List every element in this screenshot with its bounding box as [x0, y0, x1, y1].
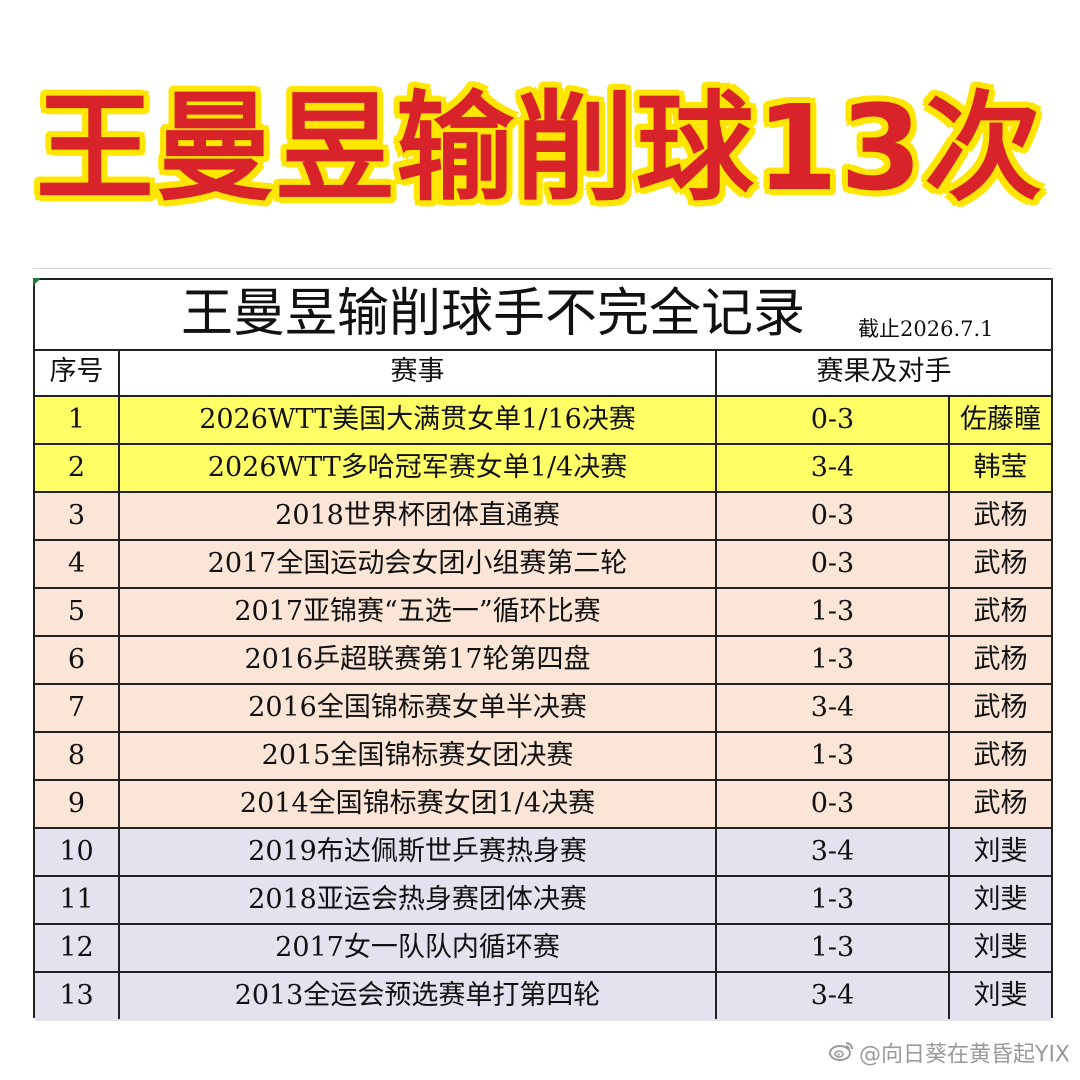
table-row: 5 2017亚锦赛“五选一”循环比赛 1-3 武杨	[35, 589, 1051, 637]
header-result-opponent: 赛果及对手	[816, 356, 952, 387]
row-score: 0-3	[717, 397, 950, 443]
row-no: 8	[35, 733, 120, 779]
row-event: 2026WTT多哈冠军赛女单1/4决赛	[120, 445, 717, 491]
row-event: 2017女一队队内循环赛	[120, 925, 717, 971]
row-event: 2019布达佩斯世乒赛热身赛	[120, 829, 717, 875]
table-row: 8 2015全国锦标赛女团决赛 1-3 武杨	[35, 733, 1051, 781]
headline: 王曼昱输削球13次	[35, 79, 1045, 217]
weibo-icon	[829, 1040, 855, 1071]
row-event: 2016乒超联赛第17轮第四盘	[120, 637, 717, 683]
row-event: 2017亚锦赛“五选一”循环比赛	[120, 589, 717, 635]
row-opponent: 刘斐	[973, 980, 1028, 1011]
record-table: 王曼昱输削球手不完全记录 截止2026.7.1 序号 赛事 赛果及对手 1 202…	[33, 278, 1053, 1021]
row-opponent: 武杨	[973, 500, 1028, 531]
row-opponent: 刘斐	[973, 836, 1028, 867]
table-row: 2 2026WTT多哈冠军赛女单1/4决赛 3-4 韩莹	[35, 445, 1051, 493]
row-score: 1-3	[717, 733, 950, 779]
row-score: 0-3	[717, 781, 950, 827]
row-score: 3-4	[717, 973, 950, 1019]
row-score: 1-3	[717, 637, 950, 683]
table-row: 13 2013全运会预选赛单打第四轮 3-4 刘斐	[35, 973, 1051, 1021]
table-row: 10 2019布达佩斯世乒赛热身赛 3-4 刘斐	[35, 829, 1051, 877]
table-title: 王曼昱输削球手不完全记录	[181, 284, 806, 344]
row-no: 11	[35, 877, 120, 923]
row-score: 1-3	[717, 877, 950, 923]
watermark: @向日葵在黄昏起YIX	[829, 1040, 1070, 1070]
row-score: 1-3	[717, 589, 950, 635]
table-row: 7 2016全国锦标赛女单半决赛 3-4 武杨	[35, 685, 1051, 733]
table-row: 6 2016乒超联赛第17轮第四盘 1-3 武杨	[35, 637, 1051, 685]
row-opponent: 武杨	[973, 644, 1028, 675]
row-no: 9	[35, 781, 120, 827]
table-row: 4 2017全国运动会女团小组赛第二轮 0-3 武杨	[35, 541, 1051, 589]
row-no: 6	[35, 637, 120, 683]
watermark-text: @向日葵在黄昏起YIX	[859, 1042, 1070, 1068]
row-event: 2014全国锦标赛女团1/4决赛	[120, 781, 717, 827]
cutoff-date-note: 截止2026.7.1	[858, 317, 994, 341]
row-opponent: 武杨	[973, 548, 1028, 579]
row-event: 2026WTT美国大满贯女单1/16决赛	[120, 397, 717, 443]
table-row: 1 2026WTT美国大满贯女单1/16决赛 0-3 佐藤瞳	[35, 397, 1051, 445]
table-row: 12 2017女一队队内循环赛 1-3 刘斐	[35, 925, 1051, 973]
row-score: 3-4	[717, 445, 950, 491]
row-event: 2013全运会预选赛单打第四轮	[120, 973, 717, 1019]
row-opponent: 武杨	[973, 788, 1028, 819]
row-no: 4	[35, 541, 120, 587]
sheet-gridline	[33, 268, 1053, 269]
table-title-row: 王曼昱输削球手不完全记录 截止2026.7.1	[35, 280, 1051, 351]
row-score: 0-3	[717, 541, 950, 587]
row-opponent: 武杨	[973, 692, 1028, 723]
row-no: 1	[35, 397, 120, 443]
row-no: 12	[35, 925, 120, 971]
row-opponent: 武杨	[973, 596, 1028, 627]
row-event: 2018亚运会热身赛团体决赛	[120, 877, 717, 923]
row-opponent: 韩莹	[973, 452, 1028, 483]
row-score: 0-3	[717, 493, 950, 539]
row-score: 1-3	[717, 925, 950, 971]
header-no: 序号	[35, 349, 120, 395]
cell-corner-marker	[33, 278, 41, 286]
row-no: 3	[35, 493, 120, 539]
row-score: 3-4	[717, 685, 950, 731]
row-opponent: 佐藤瞳	[960, 404, 1041, 435]
header-event: 赛事	[120, 349, 717, 395]
row-no: 2	[35, 445, 120, 491]
row-score: 3-4	[717, 829, 950, 875]
row-no: 10	[35, 829, 120, 875]
row-no: 5	[35, 589, 120, 635]
table-row: 9 2014全国锦标赛女团1/4决赛 0-3 武杨	[35, 781, 1051, 829]
row-opponent: 刘斐	[973, 884, 1028, 915]
row-event: 2016全国锦标赛女单半决赛	[120, 685, 717, 731]
row-event: 2015全国锦标赛女团决赛	[120, 733, 717, 779]
row-event: 2017全国运动会女团小组赛第二轮	[120, 541, 717, 587]
row-opponent: 刘斐	[973, 932, 1028, 963]
row-event: 2018世界杯团体直通赛	[120, 493, 717, 539]
row-no: 13	[35, 973, 120, 1019]
table-row: 11 2018亚运会热身赛团体决赛 1-3 刘斐	[35, 877, 1051, 925]
table-header-row: 序号 赛事 赛果及对手	[35, 349, 1051, 397]
row-no: 7	[35, 685, 120, 731]
row-opponent: 武杨	[973, 740, 1028, 771]
table-row: 3 2018世界杯团体直通赛 0-3 武杨	[35, 493, 1051, 541]
